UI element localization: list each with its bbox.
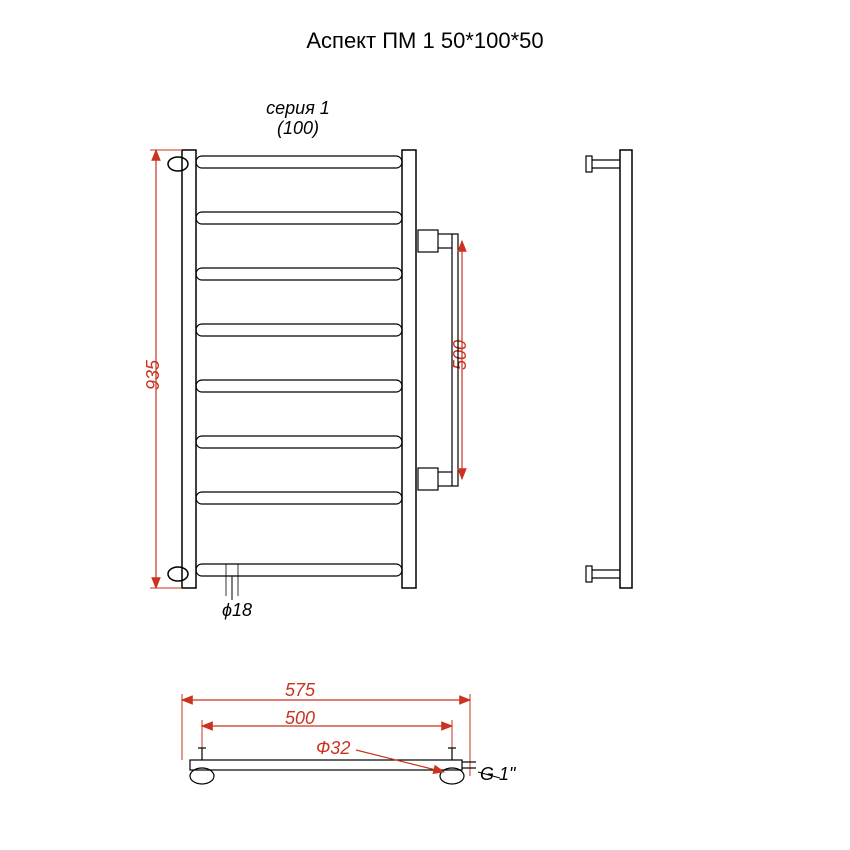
diagram-svg bbox=[0, 0, 850, 850]
front-view bbox=[150, 150, 462, 600]
side-view bbox=[586, 150, 632, 588]
rungs bbox=[196, 156, 402, 576]
bottom-view bbox=[182, 694, 500, 784]
